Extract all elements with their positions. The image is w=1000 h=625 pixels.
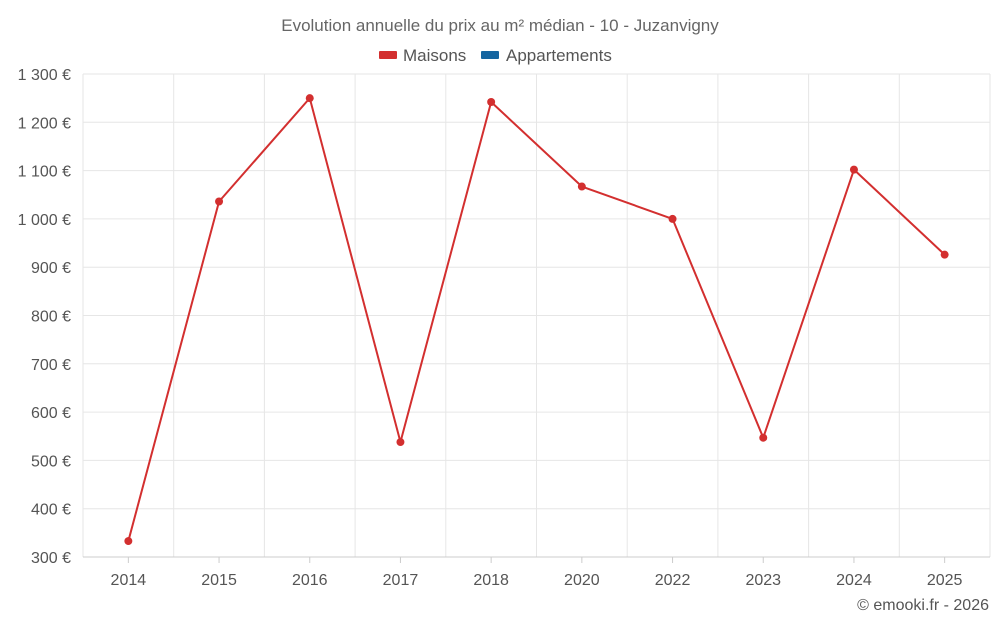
legend-swatch-maisons — [379, 51, 397, 59]
y-tick-label: 1 200 € — [18, 115, 71, 132]
data-point[interactable] — [668, 214, 677, 223]
x-tick-label: 2017 — [383, 572, 419, 589]
y-tick-label: 900 € — [31, 260, 71, 277]
series-maisons — [124, 94, 949, 546]
x-tick-label: 2014 — [111, 572, 147, 589]
data-point[interactable] — [487, 98, 496, 107]
x-tick-label: 2015 — [201, 572, 237, 589]
data-point[interactable] — [305, 94, 314, 103]
x-tick-label: 2020 — [564, 572, 600, 589]
legend-item-appartements[interactable]: Appartements — [481, 46, 612, 65]
y-tick-label: 700 € — [31, 357, 71, 374]
y-tick-label: 800 € — [31, 309, 71, 326]
chart-title: Evolution annuelle du prix au m² médian … — [281, 16, 719, 35]
legend-label-appartements: Appartements — [506, 46, 612, 65]
x-tick-label: 2018 — [473, 572, 509, 589]
data-point[interactable] — [759, 433, 768, 442]
legend-item-maisons[interactable]: Maisons — [379, 46, 466, 65]
y-tick-label: 400 € — [31, 502, 71, 519]
x-tick-label: 2016 — [292, 572, 328, 589]
data-point[interactable] — [215, 197, 224, 206]
credit-text: © emooki.fr - 2026 — [857, 597, 989, 614]
legend-label-maisons: Maisons — [403, 46, 466, 65]
data-point[interactable] — [577, 182, 586, 191]
y-tick-label: 1 000 € — [18, 212, 71, 229]
x-gridlines — [82, 74, 991, 557]
y-axis-ticks: 300 € 400 € 500 € 600 € 700 € 800 € 900 € 1 000… — [18, 67, 71, 567]
y-tick-label: 500 € — [31, 453, 71, 470]
x-axis-ticks: 2014 2015 2016 2017 2018 2020 2022 2023 2024 2025 — [111, 557, 963, 589]
data-point[interactable] — [940, 250, 949, 259]
legend-swatch-appartements — [481, 51, 499, 59]
series-line-maisons — [127, 97, 946, 542]
y-tick-label: 300 € — [31, 550, 71, 567]
x-tick-label: 2023 — [745, 572, 781, 589]
y-tick-label: 1 100 € — [18, 164, 71, 181]
data-point[interactable] — [396, 438, 405, 447]
x-tick-label: 2024 — [836, 572, 872, 589]
y-tick-label: 1 300 € — [18, 67, 71, 84]
legend: Maisons Appartements — [379, 46, 612, 65]
data-point[interactable] — [849, 165, 858, 174]
y-tick-label: 600 € — [31, 405, 71, 422]
data-point[interactable] — [124, 537, 133, 546]
x-tick-label: 2025 — [927, 572, 963, 589]
x-tick-label: 2022 — [655, 572, 691, 589]
